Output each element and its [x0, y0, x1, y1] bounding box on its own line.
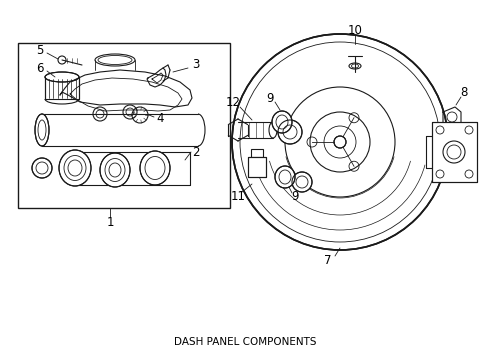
Text: 7: 7 [324, 253, 332, 266]
Ellipse shape [140, 151, 170, 185]
Bar [432, 122, 477, 182]
Bar [45, 77, 79, 99]
Bar [18, 43, 230, 208]
Text: 9: 9 [291, 190, 299, 203]
Text: 9: 9 [266, 91, 274, 104]
Text: 3: 3 [192, 58, 200, 72]
Ellipse shape [59, 150, 91, 186]
Text: 5: 5 [36, 44, 44, 57]
Bar [248, 157, 266, 177]
Circle shape [32, 158, 52, 178]
Ellipse shape [35, 114, 49, 146]
Text: 8: 8 [460, 86, 467, 99]
Ellipse shape [45, 72, 79, 82]
Circle shape [278, 120, 302, 144]
Bar [432, 122, 477, 182]
Text: DASH PANEL COMPONENTS: DASH PANEL COMPONENTS [174, 337, 316, 347]
Text: 1: 1 [106, 216, 114, 229]
Circle shape [334, 136, 346, 148]
Text: 6: 6 [36, 62, 44, 75]
Bar [248, 157, 266, 177]
Ellipse shape [100, 153, 130, 187]
Text: 10: 10 [347, 23, 363, 36]
Bar [251, 149, 263, 157]
Text: 2: 2 [192, 145, 200, 158]
Ellipse shape [272, 111, 292, 133]
Circle shape [292, 172, 312, 192]
Text: 4: 4 [156, 112, 164, 125]
Ellipse shape [275, 166, 295, 188]
Text: 11: 11 [230, 190, 245, 203]
Text: 12: 12 [225, 96, 241, 109]
Circle shape [232, 34, 448, 250]
